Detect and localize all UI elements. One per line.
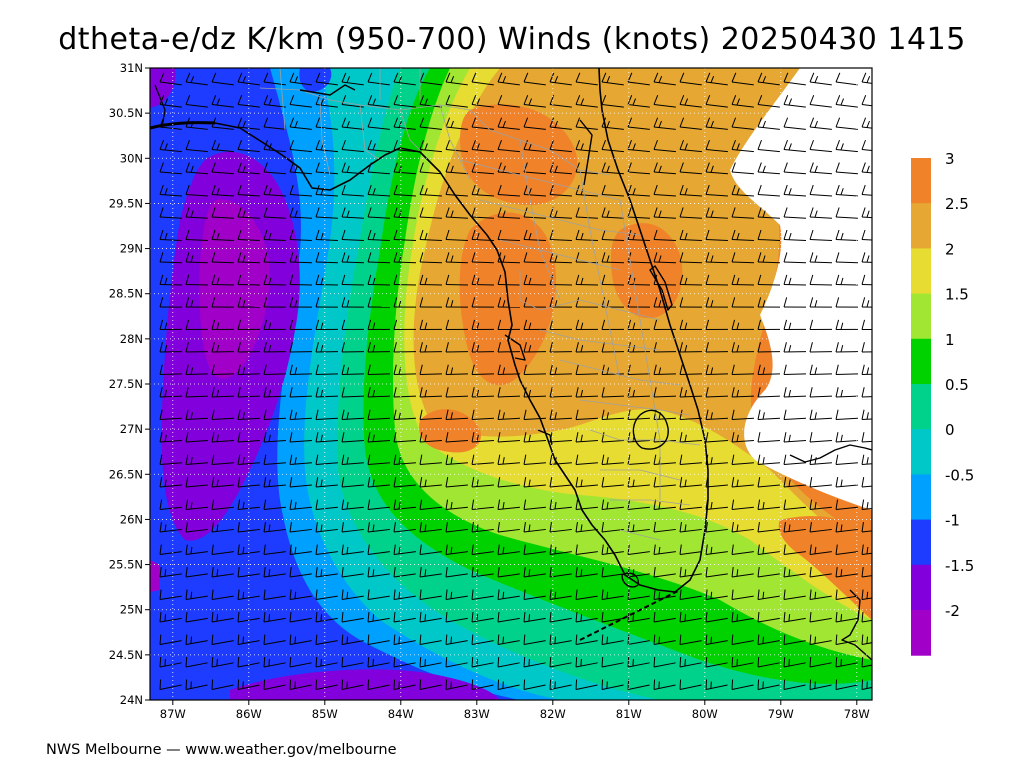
lat-lon-grid xyxy=(150,68,872,700)
lat-tick-label: 27.5N xyxy=(109,377,143,391)
lat-tick-label: 24.5N xyxy=(109,648,143,662)
colorbar-swatch xyxy=(911,564,931,611)
colorbar-swatch xyxy=(911,429,931,475)
colorbar-swatch xyxy=(911,338,931,385)
colorbar-label: -1 xyxy=(945,512,960,530)
colorbar-swatch xyxy=(911,293,931,340)
colorbar-label: -2 xyxy=(945,602,960,620)
lon-tick-label: 79W xyxy=(768,707,794,721)
lon-tick-label: 86W xyxy=(236,707,262,721)
colorbar-swatch xyxy=(911,203,931,249)
lat-tick-label: 28N xyxy=(120,332,143,346)
colorbar-swatch xyxy=(911,519,931,566)
colorbar-swatch xyxy=(911,248,931,295)
lat-tick-label: 27N xyxy=(120,422,143,436)
lat-tick-label: 30N xyxy=(120,151,143,165)
colorbar-label: 2.5 xyxy=(945,195,969,213)
lon-tick-label: 83W xyxy=(464,707,490,721)
colorbar-label: 3 xyxy=(945,150,955,168)
colorbar-swatch xyxy=(911,384,931,430)
colorbar-label: 1.5 xyxy=(945,286,969,304)
lon-tick-label: 82W xyxy=(540,707,566,721)
coastline xyxy=(150,68,872,661)
colorbar-label: -0.5 xyxy=(945,466,974,484)
colorbar-label: 0 xyxy=(945,421,955,439)
longitude-axis: 87W 86W 85W 84W 83W 82W 81W 80W 79W 78W xyxy=(160,700,870,721)
colorbar-label: 1 xyxy=(945,331,955,349)
colorbar-label: 2 xyxy=(945,240,955,258)
lat-tick-label: 28.5N xyxy=(109,287,143,301)
colorbar-swatch xyxy=(911,610,931,656)
latitude-axis: 31N 30.5N 30N 29.5N 29N 28.5N 28N 27.5N 27N 26.5N… xyxy=(109,61,150,707)
lat-tick-label: 25N xyxy=(120,603,143,617)
lon-tick-label: 87W xyxy=(160,707,186,721)
lat-tick-label: 26.5N xyxy=(109,467,143,481)
lat-tick-label: 25.5N xyxy=(109,558,143,572)
lon-tick-label: 85W xyxy=(312,707,338,721)
lat-tick-label: 30.5N xyxy=(109,106,143,120)
lat-tick-label: 31N xyxy=(120,61,143,75)
colorbar-swatch xyxy=(911,158,931,204)
chart-title: dtheta-e/dz K/km (950-700) Winds (knots)… xyxy=(58,22,966,57)
colorbar: 3 2.5 2 1.5 1 0.5 0 -0.5 -1 -1.5 -2 xyxy=(911,150,974,656)
colorbar-swatch xyxy=(911,474,931,521)
lon-tick-label: 78W xyxy=(844,707,870,721)
lon-tick-label: 81W xyxy=(616,707,642,721)
lon-tick-label: 84W xyxy=(388,707,414,721)
colorbar-label: 0.5 xyxy=(945,376,969,394)
lat-tick-label: 26N xyxy=(120,512,143,526)
lat-tick-label: 29N xyxy=(120,242,143,256)
footer-credit: NWS Melbourne — www.weather.gov/melbourn… xyxy=(46,742,397,758)
lat-tick-label: 29.5N xyxy=(109,196,143,210)
colorbar-label: -1.5 xyxy=(945,557,974,575)
lat-tick-label: 24N xyxy=(120,693,143,707)
lon-tick-label: 80W xyxy=(692,707,718,721)
